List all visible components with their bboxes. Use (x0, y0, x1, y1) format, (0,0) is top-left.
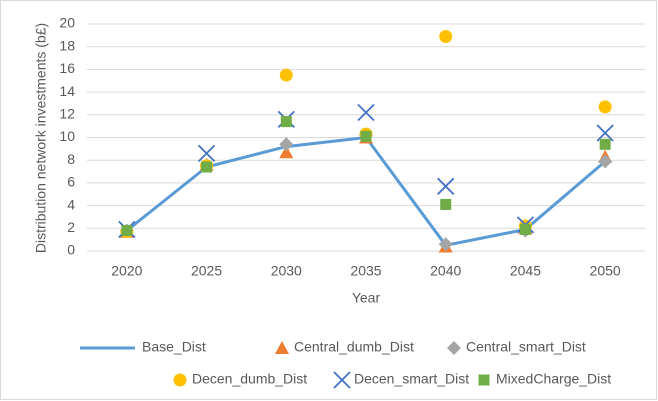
y-tick-label: 0 (67, 242, 75, 258)
marker-x (197, 144, 216, 163)
y-tick-label: 16 (59, 60, 75, 76)
x-tick-label: 2050 (590, 263, 621, 279)
marker-circle (598, 100, 612, 114)
x-tick-label: 2035 (350, 263, 381, 279)
y-tick-label: 18 (59, 37, 75, 53)
y-tick-label: 8 (67, 151, 75, 167)
legend-label: Central_smart_Dist (466, 339, 586, 355)
legend-label: Decen_smart_Dist (354, 371, 469, 387)
marker-square (478, 374, 490, 386)
x-tick-label: 2020 (111, 263, 142, 279)
marker-triangle (279, 145, 294, 159)
marker-square (440, 198, 452, 210)
y-tick-label: 10 (59, 128, 75, 144)
marker-diamond (279, 137, 294, 152)
x-tick-label: 2030 (271, 263, 302, 279)
marker-circle (173, 373, 187, 387)
marker-square (121, 225, 133, 237)
marker-square (360, 130, 372, 142)
marker-x (437, 177, 455, 195)
marker-x (357, 103, 375, 122)
marker-diamond (438, 237, 453, 252)
marker-square (201, 161, 213, 173)
x-tick-label: 2040 (430, 263, 461, 279)
marker-diamond (598, 154, 613, 169)
y-tick-label: 6 (67, 174, 75, 190)
legend-label: Central_dumb_Dist (294, 339, 414, 355)
marker-circle (439, 29, 453, 43)
x-tick-label: 2045 (510, 263, 541, 279)
x-axis-label: Year (352, 290, 381, 306)
marker-square (280, 116, 292, 128)
y-tick-label: 20 (59, 15, 75, 31)
marker-square (519, 223, 531, 235)
y-tick-label: 14 (59, 83, 75, 99)
y-tick-label: 4 (67, 196, 75, 212)
marker-square (599, 138, 611, 150)
legend-label: Base_Dist (142, 339, 206, 355)
marker-diamond (447, 341, 461, 355)
x-tick-label: 2025 (191, 263, 222, 279)
y-axis-label: Distribution network investments (b£) (33, 23, 49, 253)
y-tick-label: 12 (59, 106, 75, 122)
legend-label: MixedCharge_Dist (496, 371, 611, 387)
marker-circle (279, 68, 293, 82)
marker-x (333, 371, 351, 389)
marker-triangle (275, 341, 289, 354)
marker-x (596, 124, 614, 142)
y-tick-label: 2 (67, 219, 75, 235)
legend-label: Decen_dumb_Dist (192, 371, 307, 387)
